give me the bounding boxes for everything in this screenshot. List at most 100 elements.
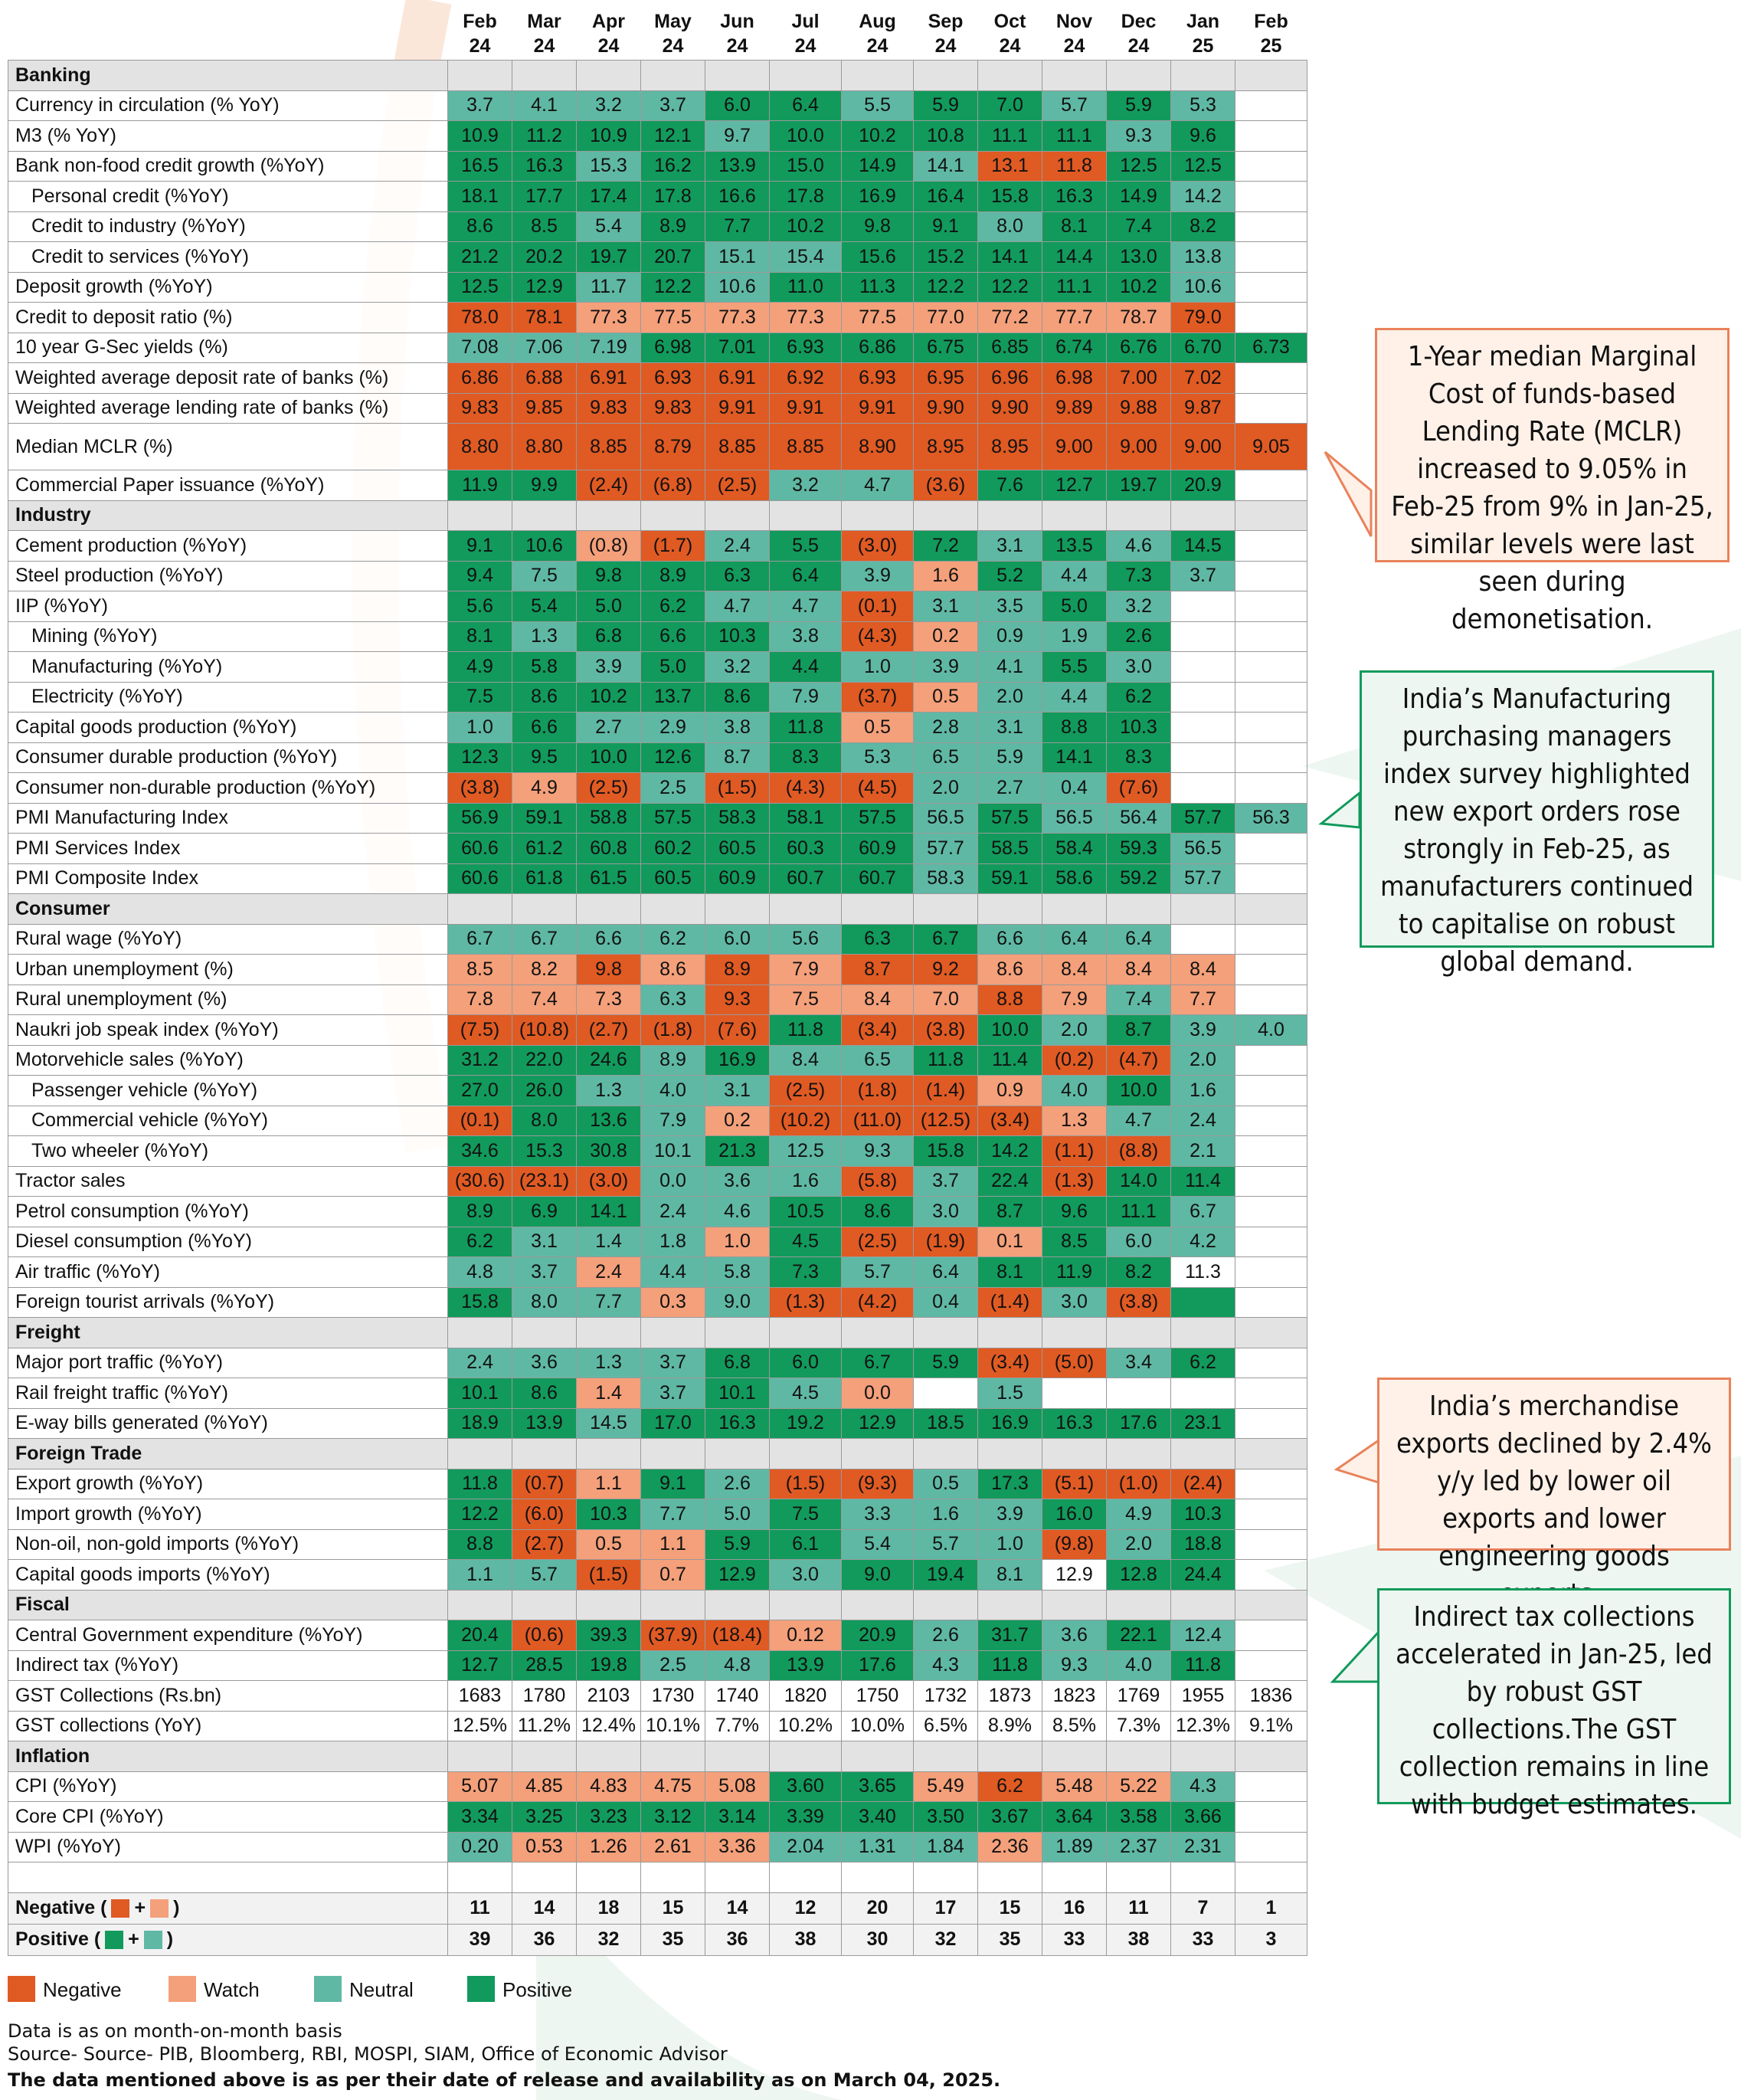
indicator-row: Bank non-food credit growth (%YoY) 16.5 16… [8, 150, 1307, 182]
indicator-row: Rural wage (%YoY) 6.7 6.7 6.6 6.2 6.0 5.6 6.3 6.… [8, 923, 1307, 955]
indicator-row: Currency in circulation (% YoY) 3.7 4.1 3.2… [8, 90, 1307, 121]
value-cell: 77.0 [913, 302, 978, 333]
value-cell: 9.91 [841, 392, 914, 424]
value-cell: 5.9 [1106, 90, 1171, 121]
section-cell [769, 893, 842, 925]
value-cell: 6.3 [841, 923, 914, 955]
section-cell [1042, 1589, 1107, 1620]
month-name: May [654, 11, 692, 32]
value-cell: 9.9 [512, 470, 577, 501]
value-cell: (3.8) [913, 1014, 978, 1046]
value-cell: 0.5 [913, 1468, 978, 1499]
indicator-row: Commercial vehicle (%YoY) (0.1) 8.0 13.6 7.9… [8, 1105, 1307, 1136]
indicator-row: PMI Services Index 60.6 61.2 60.8 60.2 60.5 60… [8, 833, 1307, 864]
value-cell: 17.6 [1106, 1407, 1171, 1439]
indicator-label: Deposit growth (%YoY) [8, 271, 448, 303]
value-cell: 2.6 [913, 1620, 978, 1651]
value-cell: 12.5 [1106, 150, 1171, 182]
value-cell: 10.3 [705, 621, 770, 652]
value-cell: 9.91 [705, 392, 770, 424]
section-cell [977, 1317, 1042, 1348]
value-cell: 6.98 [640, 332, 705, 363]
value-cell: 9.90 [977, 392, 1042, 424]
value-cell: (10.2) [769, 1105, 842, 1136]
value-cell: 7.8 [447, 984, 512, 1015]
month-year: 24 [1127, 35, 1150, 57]
indicator-label: IIP (%YoY) [8, 591, 448, 622]
value-cell: 11.8 [913, 1044, 978, 1076]
value-cell: 19.7 [576, 241, 641, 273]
value-cell: 5.0 [1042, 591, 1107, 622]
value-cell: 24.4 [1170, 1559, 1235, 1591]
value-cell: 16.6 [705, 181, 770, 212]
value-cell: 10.5 [769, 1196, 842, 1227]
value-cell: 8.80 [447, 423, 512, 470]
value-cell: 10.0 [576, 742, 641, 773]
value-cell: 6.7 [512, 923, 577, 955]
value-cell: 3.0 [769, 1559, 842, 1591]
section-cell [705, 1589, 770, 1620]
value-cell: 5.4 [841, 1528, 914, 1560]
value-cell: 9.8 [576, 560, 641, 591]
value-cell [1235, 923, 1307, 955]
section-cell [977, 893, 1042, 925]
section-cell [1042, 1317, 1107, 1348]
value-cell: 8.5 [447, 954, 512, 985]
value-cell: (1.7) [640, 530, 705, 562]
value-cell: 4.4 [769, 651, 842, 683]
value-cell: 4.6 [705, 1196, 770, 1227]
value-cell: 9.05 [1235, 423, 1307, 470]
indicator-label: CPI (%YoY) [8, 1771, 448, 1802]
indicator-row: Air traffic (%YoY) 4.8 3.7 2.4 4.4 5.8 7.3 5.7 6… [8, 1256, 1307, 1288]
value-cell: 15.3 [512, 1135, 577, 1167]
value-cell: 12.4% [576, 1710, 641, 1741]
value-cell: 10.3 [576, 1499, 641, 1530]
value-cell [1235, 90, 1307, 121]
value-cell: 8.5% [1042, 1710, 1107, 1741]
value-cell: 6.0 [705, 923, 770, 955]
indicator-label: Central Government expenditure (%YoY) [8, 1620, 448, 1651]
total-positive-label: Positive (+) [8, 1923, 448, 1956]
value-cell: 8.4 [1042, 954, 1107, 985]
value-cell: 3.1 [705, 1075, 770, 1106]
value-cell: 1769 [1106, 1680, 1171, 1712]
value-cell: 11.3 [1170, 1256, 1235, 1288]
value-cell: 4.9 [512, 772, 577, 804]
value-cell: 1750 [841, 1680, 914, 1712]
value-cell [1235, 1771, 1307, 1802]
value-cell: 9.3 [841, 1135, 914, 1167]
indicator-label: Motorvehicle sales (%YoY) [8, 1044, 448, 1076]
section-cell [705, 893, 770, 925]
value-cell: (2.5) [705, 470, 770, 501]
indicator-table: Feb 24 Mar 24 Apr 24 May 24 Jun 24 Jul 24 Aug 24 Sep 24… [8, 8, 1307, 1956]
section-cell [1170, 1317, 1235, 1348]
value-cell [1235, 1135, 1307, 1167]
value-cell [1235, 120, 1307, 152]
blank-cell [841, 1862, 914, 1893]
month-name: Dec [1121, 11, 1157, 32]
value-cell: 1.0 [705, 1226, 770, 1257]
value-cell: 7.08 [447, 332, 512, 363]
value-cell: (1.0) [1106, 1468, 1171, 1499]
month-name: Feb [1254, 11, 1288, 32]
value-cell: 3.14 [705, 1801, 770, 1833]
callout-pmi: India’s Manufacturing purchasing manager… [1360, 670, 1714, 978]
swatch-icon [143, 1931, 162, 1950]
value-cell: 13.9 [769, 1650, 842, 1681]
value-cell: 0.2 [705, 1105, 770, 1136]
value-cell: 7.3 [576, 984, 641, 1015]
value-cell: 5.3 [841, 742, 914, 773]
value-cell: 14.1 [977, 241, 1042, 273]
value-cell: 6.93 [640, 362, 705, 394]
value-cell [1235, 271, 1307, 303]
value-cell: 8.85 [705, 423, 770, 470]
indicator-row: CPI (%YoY) 5.07 4.85 4.83 4.75 5.08 3.60 3.65 5.… [8, 1771, 1307, 1802]
section-cell [576, 893, 641, 925]
value-cell: 14.4 [1042, 241, 1107, 273]
value-cell: 60.9 [841, 833, 914, 864]
value-cell: 6.5% [913, 1710, 978, 1741]
value-cell: 6.8 [576, 621, 641, 652]
value-cell: 3.1 [977, 530, 1042, 562]
value-cell: 60.3 [769, 833, 842, 864]
value-cell: (1.5) [576, 1559, 641, 1591]
